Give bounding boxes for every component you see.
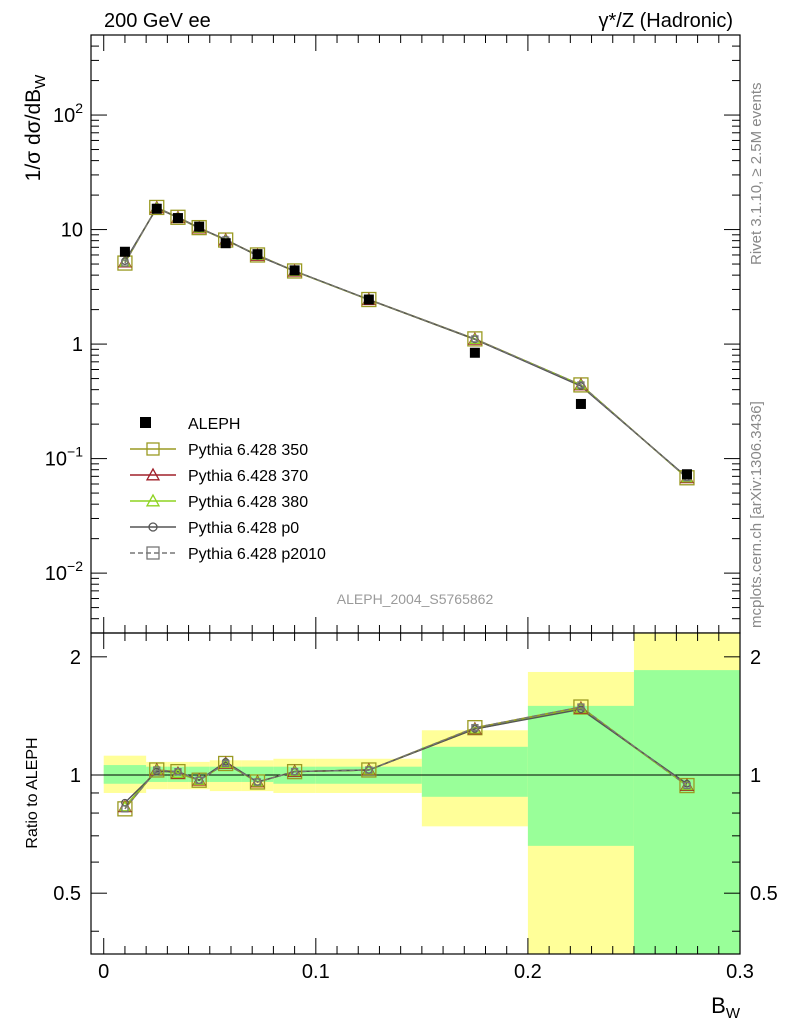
ratio-y-tick-label-right: 1 bbox=[750, 765, 761, 787]
main-y-tick-label: 10−2 bbox=[45, 558, 83, 585]
header-left: 200 GeV ee bbox=[104, 10, 211, 32]
x-tick-label: 0.2 bbox=[514, 961, 542, 983]
ratio-band-inner bbox=[209, 766, 242, 782]
legend-marker bbox=[145, 467, 161, 481]
ratio-band-inner bbox=[103, 765, 147, 784]
main-y-label: 1/σ dσ/dBW bbox=[22, 74, 49, 181]
ratio-series-marker bbox=[365, 766, 373, 774]
aleph-data-point bbox=[575, 398, 586, 409]
aleph-data-point bbox=[469, 347, 480, 358]
main-y-tick-label: 10−1 bbox=[45, 444, 83, 471]
ratio-series-marker bbox=[253, 778, 262, 786]
x-tick-label: 0.3 bbox=[726, 961, 754, 983]
ratio-y-tick-label-right: 2 bbox=[750, 647, 761, 669]
x-tick-label: 0 bbox=[98, 961, 109, 983]
aleph-data-point bbox=[681, 469, 692, 480]
legend-marker bbox=[145, 493, 161, 507]
ratio-band-inner bbox=[527, 705, 634, 846]
ratio-y-tick-label: 2 bbox=[70, 647, 81, 669]
ratio-series-marker bbox=[195, 776, 203, 784]
header-right: γ*/Z (Hadronic) bbox=[599, 10, 733, 32]
ratio-y-label: Ratio to ALEPH bbox=[24, 737, 41, 848]
ratio-y-tick-label: 0.5 bbox=[53, 883, 81, 905]
legend: ALEPH Pythia 6.428 350 Pythia 6.428 370 Pyt… bbox=[130, 416, 326, 563]
ratio-series-marker bbox=[222, 759, 230, 768]
legend-marker bbox=[146, 546, 160, 560]
x-tick-label: 0.1 bbox=[302, 961, 330, 983]
legend-label: Pythia 6.428 380 bbox=[188, 494, 308, 511]
legend-marker bbox=[146, 442, 160, 456]
main-series-marker bbox=[249, 247, 266, 263]
ratio-series-marker bbox=[683, 781, 691, 790]
ratio-series-marker bbox=[121, 805, 129, 813]
main-series-marker bbox=[121, 259, 129, 267]
ratio-series-marker bbox=[577, 703, 585, 711]
main-series-line bbox=[124, 207, 688, 478]
aleph-data-point bbox=[119, 246, 130, 257]
main-series-line bbox=[124, 206, 688, 479]
main-series-marker bbox=[471, 335, 479, 343]
main-series-line bbox=[124, 206, 688, 479]
mcplots-label: mcplots.cern.ch [arXiv:1306.3436] bbox=[748, 401, 765, 628]
ratio-plot-frame bbox=[90, 632, 741, 955]
rivet-label: Rivet 3.1.10, ≥ 2.5M events bbox=[748, 83, 765, 266]
main-plot-frame bbox=[90, 34, 741, 634]
ratio-series-marker bbox=[290, 767, 299, 776]
main-series-line bbox=[124, 206, 688, 479]
main-series-marker bbox=[467, 331, 483, 347]
legend-label: Pythia 6.428 p2010 bbox=[188, 546, 326, 563]
aleph-data-point bbox=[172, 213, 183, 224]
aleph-data-point bbox=[151, 203, 162, 214]
ratio-series-marker bbox=[471, 724, 479, 732]
ratio-series-marker bbox=[467, 720, 483, 736]
ratio-y-tick-label: 1 bbox=[70, 765, 81, 787]
legend-label: Pythia 6.428 p0 bbox=[188, 520, 299, 537]
main-series-line bbox=[124, 206, 688, 479]
main-series-marker bbox=[577, 381, 585, 389]
main-y-tick-label: 102 bbox=[53, 100, 83, 127]
legend-label: Pythia 6.428 370 bbox=[188, 468, 308, 485]
legend-marker-data bbox=[140, 417, 151, 428]
ratio-series-marker bbox=[573, 699, 589, 715]
aleph-data-point bbox=[252, 249, 263, 260]
main-series-marker bbox=[191, 219, 207, 236]
aleph-data-point bbox=[289, 265, 300, 276]
main-y-tick-label: 10 bbox=[61, 220, 83, 242]
ratio-y-tick-label-right: 0.5 bbox=[750, 883, 778, 905]
main-y-tick-label: 1 bbox=[72, 334, 83, 356]
aleph-data-point bbox=[194, 221, 205, 232]
ratio-series-marker bbox=[174, 767, 182, 776]
legend-label: ALEPH bbox=[188, 416, 240, 433]
legend-label: Pythia 6.428 350 bbox=[188, 442, 308, 459]
aleph-data-point bbox=[363, 294, 374, 305]
watermark: ALEPH_2004_S5765862 bbox=[337, 591, 494, 607]
ratio-series-marker bbox=[153, 766, 161, 774]
main-series-marker bbox=[170, 209, 186, 225]
x-axis-label: BW bbox=[711, 993, 741, 1022]
ratio-band-inner bbox=[633, 670, 740, 954]
ratio-band-inner bbox=[421, 746, 528, 797]
legend-marker bbox=[148, 522, 158, 532]
aleph-data-point bbox=[220, 238, 231, 249]
main-plot-panel: 10−2 10−1 1 10 102 ALEPH_2004_S5765862 1/σ d… bbox=[22, 34, 741, 634]
ratio-plot-panel: 0.5 0.5 1 1 2 2 0 0.1 0.2 0.3 Ratio to ALEPH BW bbox=[24, 632, 778, 1022]
